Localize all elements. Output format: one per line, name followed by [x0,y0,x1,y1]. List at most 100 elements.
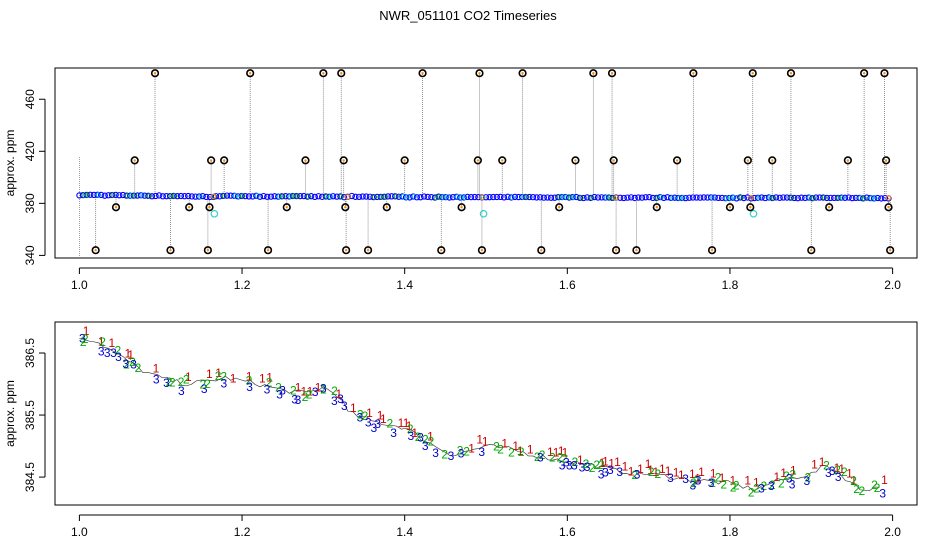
baseline-point [715,194,722,202]
series-3-marker: 3 [695,473,702,487]
series-1-marker: 1 [558,444,565,458]
baseline-point-alt [128,193,134,199]
baseline-point-alt [610,195,617,201]
baseline-point [424,193,431,201]
outlier-center [635,248,638,252]
series-1-marker: 1 [780,466,787,480]
y-tick-label: 420 [23,141,37,161]
series-2-marker: 2 [183,373,190,387]
baseline-point [522,193,529,201]
series-2-marker: 2 [463,445,470,459]
series-3-marker: 3 [634,467,641,481]
outlier-center [304,159,307,162]
baseline-point [809,195,816,202]
y-tick-label: 386.5 [23,338,37,368]
series-2-marker: 2 [428,434,435,448]
series-2-marker: 2 [123,358,130,372]
baseline-point [220,192,227,200]
series-2-marker: 2 [556,451,563,465]
series-3-marker: 3 [667,471,674,485]
outlier-point [609,156,618,165]
series-1-marker: 1 [608,456,615,470]
baseline-point [297,192,304,200]
series-1-marker: 1 [266,370,273,384]
outlier-center [187,206,191,209]
outlier-center [209,159,213,162]
series-1-marker: 1 [553,446,560,460]
baseline-point [417,194,424,201]
series-1-marker: 1 [881,473,888,487]
series-2-marker: 2 [853,482,860,496]
baseline-point-alt [371,194,378,200]
series-3-marker: 3 [708,476,715,490]
outlier-point [748,69,757,78]
baseline-point-alt [393,193,399,199]
series-2-marker: 2 [200,378,207,392]
series-3-marker: 3 [312,385,319,399]
baseline-point [878,195,885,202]
series-1-marker: 1 [335,387,342,401]
series-1-marker: 1 [689,467,696,481]
baseline-point [812,194,820,201]
baseline-point [729,194,737,201]
baseline-point [370,193,377,201]
series-2-marker: 2 [753,482,760,496]
series-1-marker: 1 [577,453,584,467]
outlier-point [632,246,641,255]
baseline-point [293,192,300,200]
series-2-marker: 2 [593,458,600,472]
x-tick-label: 1.2 [234,278,251,292]
series-2-marker: 2 [761,479,768,493]
series-1-marker: 1 [501,436,508,450]
outlier-center [133,159,136,162]
baseline-point [533,194,540,201]
outlier-center [208,206,211,209]
baseline-point [188,193,195,200]
outlier-center [476,159,480,162]
baseline-point [497,193,504,201]
baseline-point [511,193,519,201]
series-2-marker: 2 [631,468,638,482]
series-1-marker: 1 [350,401,357,415]
baseline-point [860,195,867,202]
series-1-marker: 1 [153,362,160,376]
series-2-marker: 2 [415,430,422,444]
baseline-point-alt [458,194,464,201]
baseline-point [711,194,718,201]
outlier-center [749,206,752,209]
outlier-point [860,69,869,78]
baseline-point-alt [680,195,686,201]
outlier-center [728,206,732,209]
x-tick-label: 1.4 [396,278,413,292]
baseline-point-alt [872,195,878,202]
outlier-point [555,203,564,212]
series-2-marker: 2 [306,388,313,402]
series-2-marker: 2 [789,467,796,481]
baseline-point-alt [839,194,846,201]
outlier-point [768,156,777,165]
series-3-marker: 3 [584,460,591,474]
baseline-point-alt [556,194,562,200]
baseline-point [576,194,584,201]
baseline-point [238,192,245,200]
baseline-point [308,193,315,200]
outlier-center [440,248,443,252]
baseline-point-alt [560,194,566,200]
series-1-marker: 1 [673,466,680,480]
series-3-marker: 3 [201,382,208,396]
segment-end-point [885,195,892,201]
baseline-point [758,194,765,201]
series-1-marker: 1 [366,406,373,420]
series-1-marker: 1 [637,462,644,476]
baseline-point-alt [669,195,675,201]
baseline-point [199,192,206,200]
baseline-point [410,193,417,200]
baseline-point-alt [571,194,577,200]
series-3-marker: 3 [98,345,105,359]
series-2-marker: 2 [178,375,185,389]
series-2-marker: 2 [129,355,136,369]
series-3-marker: 3 [563,455,570,469]
series-2-marker: 2 [804,471,811,485]
baseline-point [635,194,642,201]
series-1-marker: 1 [628,464,635,478]
